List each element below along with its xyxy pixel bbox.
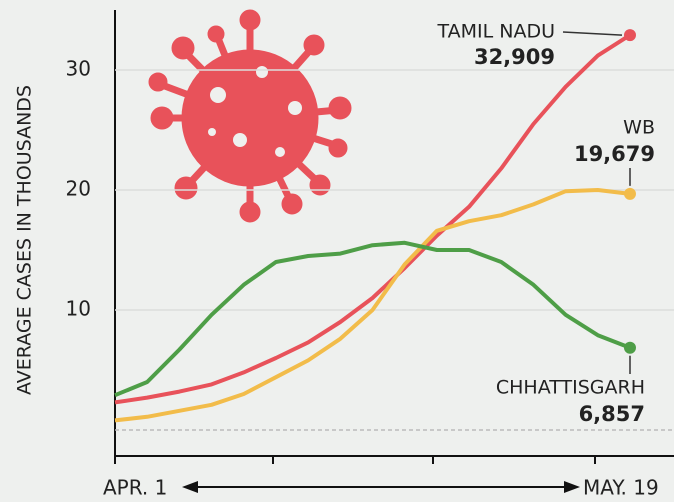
end-point	[624, 29, 636, 41]
series-label: WB	[623, 117, 655, 139]
series-label: TAMIL NADU	[437, 21, 556, 43]
y-tick-label: 30	[66, 57, 91, 81]
x-ticks	[115, 456, 595, 464]
value-label: 19,679	[574, 142, 655, 166]
end-point	[624, 342, 636, 354]
y-tick-label: 20	[66, 177, 91, 201]
value-label: 6,857	[579, 402, 645, 426]
leader-line	[563, 32, 622, 35]
value-label: 32,909	[474, 45, 555, 69]
y-tick-label: 10	[66, 297, 91, 321]
chart: AVERAGE CASES IN THOUSANDS 10 20 30 APR. 1 M…	[0, 0, 674, 502]
y-axis-label: AVERAGE CASES IN THOUSANDS	[14, 85, 36, 395]
end-point	[624, 188, 636, 200]
series-line	[115, 243, 630, 395]
x-tick-label: APR. 1	[103, 476, 167, 500]
date-arrow	[182, 481, 580, 493]
x-tick-label: MAY. 19	[583, 476, 659, 500]
series-label: CHHATTISGARH	[496, 377, 645, 399]
